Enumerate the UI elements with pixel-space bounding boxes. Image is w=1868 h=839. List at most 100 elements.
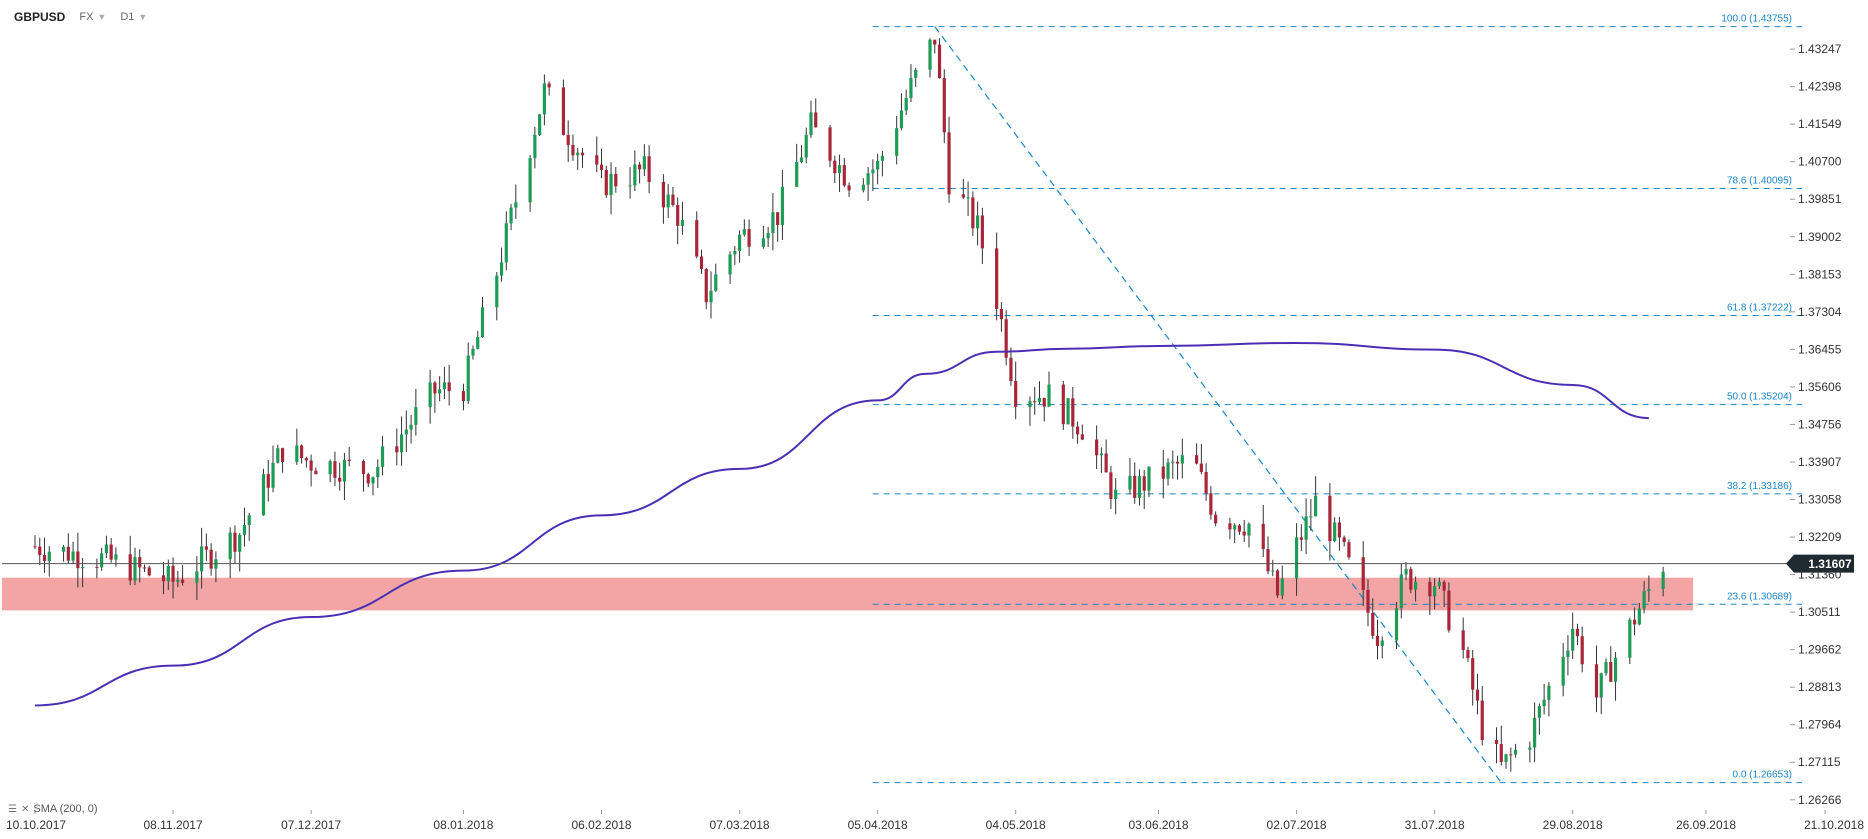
candle-body <box>580 152 585 156</box>
candle-body <box>395 446 399 453</box>
y-tick-label: 1.40700 <box>1798 155 1842 169</box>
candle-body <box>899 110 904 129</box>
candle-body <box>447 382 451 392</box>
candle-body <box>299 445 304 459</box>
candle-body <box>266 474 270 488</box>
candle-body <box>147 567 151 576</box>
candle-body <box>200 546 204 572</box>
candle-body <box>795 162 799 187</box>
market-selector[interactable]: FX ▼ <box>79 11 106 23</box>
candle-body <box>995 248 999 309</box>
fib-label-0.0: 0.0 (1.26653) <box>1733 770 1793 781</box>
candle-body <box>533 134 537 159</box>
candle-body <box>1033 401 1037 403</box>
candle-body <box>776 212 780 226</box>
candle-body <box>233 532 237 552</box>
x-tick-label: 26.09.2018 <box>1676 818 1736 832</box>
candle-body <box>828 127 832 161</box>
candle-body <box>937 44 942 79</box>
x-axis[interactable]: 10.10.2017 08.11.2017 07.12.2017 08.01.2018… <box>6 810 1864 832</box>
candle-body <box>504 223 508 263</box>
candle-body <box>737 234 742 251</box>
close-icon[interactable]: ✕ <box>20 803 30 815</box>
candle-body <box>1209 493 1213 515</box>
y-axis[interactable]: 1.43247 1.42398 1.41549 1.40700 1.39851 1.390… <box>1790 42 1842 807</box>
candle-body <box>837 165 842 174</box>
candle-body <box>114 554 118 560</box>
candle-body <box>1604 662 1608 674</box>
candle-body <box>1466 649 1470 659</box>
candle-body <box>714 274 718 291</box>
sma-layer <box>34 341 1649 707</box>
candle-body <box>661 181 666 208</box>
menu-icon[interactable]: ☰ <box>8 803 17 815</box>
y-tick-label: 1.35606 <box>1798 380 1842 394</box>
fib-label-61.8: 61.8 (1.37222) <box>1727 302 1792 313</box>
candle-body <box>1404 569 1408 575</box>
candle-body <box>1594 664 1599 698</box>
x-tick-label: 02.07.2018 <box>1267 818 1327 832</box>
candle-body <box>247 515 251 526</box>
candle-body <box>638 164 642 170</box>
candle-body <box>1109 472 1113 500</box>
candle-body <box>961 194 965 198</box>
candle-body <box>804 134 808 158</box>
candle-body <box>1099 453 1103 456</box>
candle-body <box>1475 689 1480 701</box>
candle-body <box>461 391 466 402</box>
interval-selector[interactable]: D1 ▼ <box>120 11 147 23</box>
candle-body <box>1361 557 1365 590</box>
candle-body <box>466 355 470 402</box>
candle-body <box>1061 384 1065 425</box>
candle-body <box>38 546 42 556</box>
candle-body <box>1166 462 1170 479</box>
candle-body <box>100 553 104 568</box>
candle-body <box>1175 461 1180 464</box>
indicator-legend[interactable]: ☰ ✕ SMA (200, 0) <box>8 803 98 815</box>
y-tick-label: 1.33058 <box>1798 493 1842 507</box>
candle-body <box>161 575 166 582</box>
candle-body <box>61 546 66 552</box>
candle-body <box>1571 628 1575 651</box>
candle-body <box>895 128 899 156</box>
chevron-down-icon: ▼ <box>97 12 107 22</box>
candle-body <box>1028 401 1032 407</box>
candle-body <box>342 459 347 482</box>
candle-body <box>561 87 566 135</box>
symbol-label[interactable]: GBPUSD <box>14 10 66 24</box>
candles-layer <box>33 38 1665 772</box>
candle-body <box>928 39 932 70</box>
candle-body <box>742 229 746 235</box>
candle-body <box>1137 476 1142 498</box>
candle-body <box>542 83 546 115</box>
candle-body <box>176 579 180 582</box>
candle-body <box>33 546 37 548</box>
candle-body <box>338 477 342 482</box>
y-tick-label: 1.33907 <box>1798 455 1842 469</box>
candle-body <box>1128 475 1132 490</box>
candle-body <box>1104 453 1108 473</box>
candle-body <box>428 382 432 408</box>
candle-body <box>476 337 480 349</box>
candle-body <box>442 382 447 390</box>
candle-body <box>295 445 299 462</box>
y-tick-label: 1.36455 <box>1798 342 1842 356</box>
candle-body <box>1042 397 1046 407</box>
candle-body <box>1080 434 1084 440</box>
fib-label-23.6: 23.6 (1.30689) <box>1727 591 1792 602</box>
candle-body <box>1394 608 1399 641</box>
interval-label: D1 <box>120 11 135 23</box>
candle-body <box>1399 574 1403 609</box>
candle-body <box>1609 662 1613 682</box>
candle-body <box>42 555 47 562</box>
candle-body <box>1071 398 1075 427</box>
y-tick-label: 1.27964 <box>1798 718 1842 732</box>
candle-body <box>604 169 608 196</box>
candle-body <box>1494 739 1499 745</box>
candle-body <box>761 238 765 247</box>
candle-body <box>595 155 599 165</box>
candle-body <box>880 155 884 161</box>
candle-body <box>847 185 851 191</box>
candle-body <box>1342 537 1346 543</box>
